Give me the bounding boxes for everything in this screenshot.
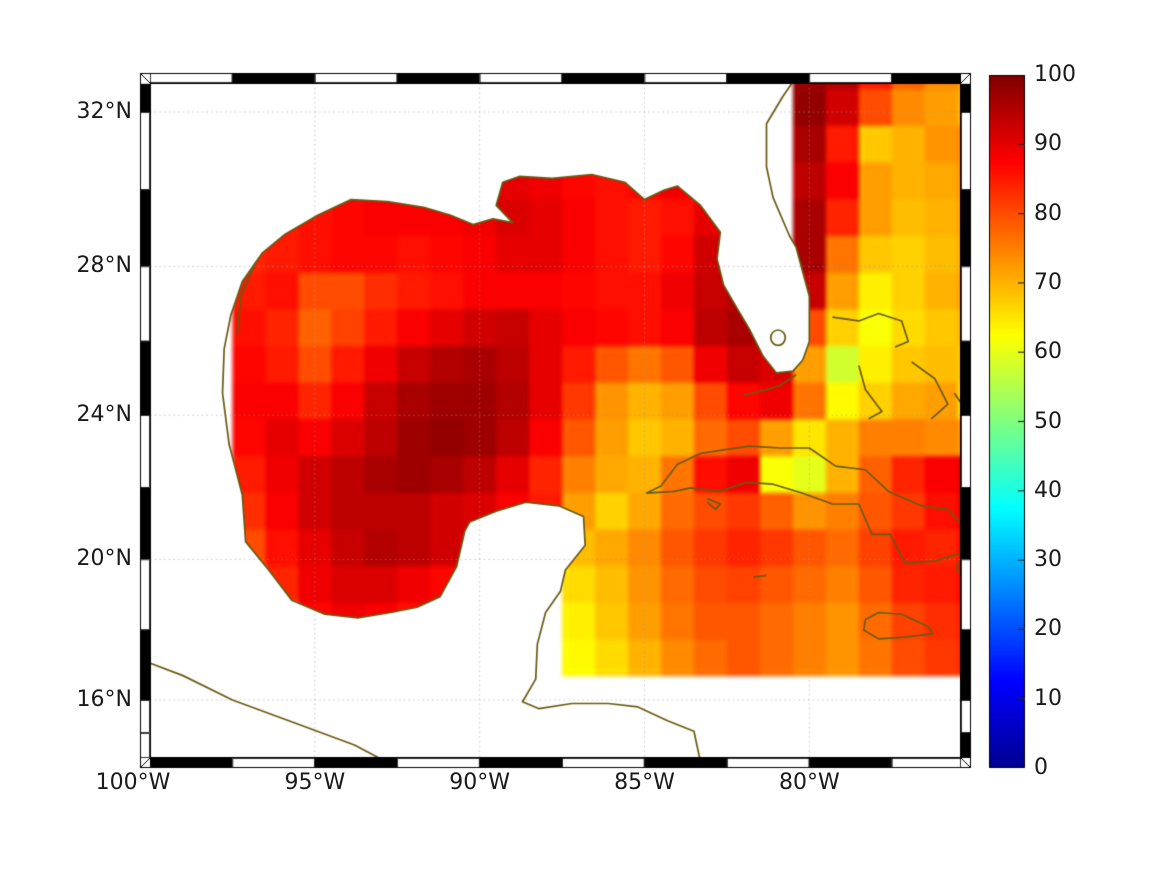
colorbar-tick-label: 10 — [1034, 685, 1062, 711]
colorbar-tick-label: 30 — [1034, 547, 1062, 573]
y-tick-label: 16°N — [76, 687, 132, 712]
colorbar-tick-label: 50 — [1034, 408, 1062, 434]
y-tick-label: 28°N — [76, 253, 132, 279]
x-tick-label: 85°W — [614, 770, 675, 795]
x-tick-label: 95°W — [284, 770, 346, 795]
colorbar-tick-label: 80 — [1034, 200, 1062, 226]
colorbar-tick-label: 20 — [1034, 616, 1062, 642]
colorbar-tick-label: 90 — [1034, 131, 1062, 157]
y-tick-label: 20°N — [76, 546, 132, 572]
colorbar-tick-label: 0 — [1034, 755, 1048, 780]
colorbar-tick-label: 40 — [1034, 477, 1062, 503]
colorbar-tick-label: 60 — [1034, 339, 1062, 365]
y-tick-label: 32°N — [76, 99, 132, 124]
colorbar-tick-label: 70 — [1034, 269, 1062, 295]
x-tick-label: 90°W — [449, 770, 511, 795]
y-tick-label: 24°N — [76, 402, 132, 428]
colorbar-tick-label: 100 — [1034, 62, 1076, 87]
x-tick-label: 100°W — [95, 770, 171, 795]
x-tick-label: 80°W — [778, 770, 840, 795]
